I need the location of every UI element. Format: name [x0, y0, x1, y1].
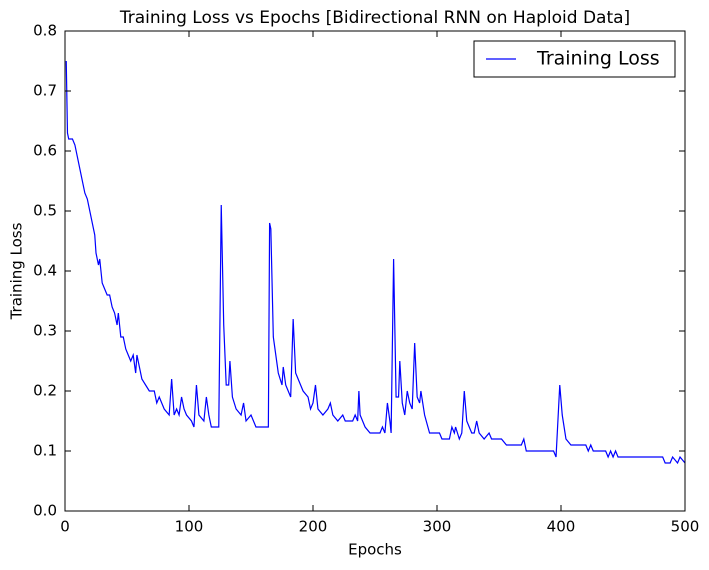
- y-tick-label: 0.1: [33, 442, 57, 460]
- y-tick-label: 0.8: [33, 22, 57, 40]
- x-tick-label: 0: [60, 518, 70, 536]
- plot-frame: [64, 30, 686, 512]
- data-line: [65, 60, 686, 465]
- x-tick-label: 200: [299, 518, 328, 536]
- y-axis-label: Training Loss: [8, 222, 26, 320]
- y-tick-label: 0.7: [33, 82, 57, 100]
- x-tick-label: 400: [547, 518, 576, 536]
- x-tick-label: 500: [671, 518, 700, 536]
- x-tick-label: 100: [175, 518, 204, 536]
- y-tick-label: 0.2: [33, 382, 57, 400]
- y-tick-label: 0.0: [33, 502, 57, 520]
- y-tick-label: 0.6: [33, 142, 57, 160]
- x-tick-label: 300: [423, 518, 452, 536]
- legend-label: Training Loss: [536, 48, 660, 70]
- y-tick-label: 0.5: [33, 202, 57, 220]
- y-tick-label: 0.3: [33, 322, 57, 340]
- chart-title: Training Loss vs Epochs [Bidirectional R…: [119, 8, 630, 28]
- x-axis-label: Epochs: [348, 541, 402, 559]
- y-tick-label: 0.4: [33, 262, 57, 280]
